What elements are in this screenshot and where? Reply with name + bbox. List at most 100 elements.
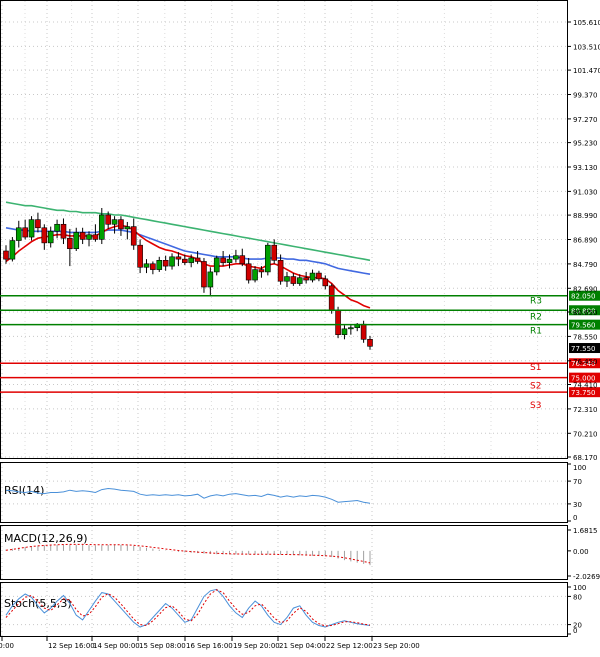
x-tick-label: 23 Sep 20:00 <box>373 642 420 650</box>
candle-down <box>137 244 143 268</box>
macd-panel-frame <box>0 525 568 580</box>
level-name-s2: S2 <box>530 382 541 392</box>
candle-down <box>3 250 9 260</box>
candle-up <box>156 259 163 270</box>
stoch-tick-label: 80 <box>573 593 582 601</box>
candle-up <box>213 257 220 273</box>
candle-up <box>86 234 92 240</box>
candle-up <box>73 232 80 249</box>
macd-tick-label: 0.00 <box>573 548 589 556</box>
current-price-label: 77.550 <box>571 345 596 353</box>
y-tick-label: 72.310 <box>573 406 598 414</box>
candle-up <box>47 230 54 244</box>
price-axis: 105.610 103.510 101.470 99.370 97.270 95.230 9… <box>568 19 600 462</box>
main-panel-frame <box>0 0 568 459</box>
level-price-tag <box>569 372 600 383</box>
rsi-tick-label: 100 <box>573 464 586 472</box>
candle-up <box>207 271 214 288</box>
candle-down <box>22 227 28 238</box>
level-price-label: 82.050 <box>571 293 596 301</box>
level-price-label: 80.800 <box>571 307 596 315</box>
candle-up <box>54 223 60 232</box>
rsi-line <box>5 487 371 504</box>
candle-down <box>220 257 226 263</box>
y-tick-label: 78.550 <box>573 333 598 341</box>
candle-down <box>258 269 265 273</box>
macd-panel: MACD(12,26,9) 1.6815 0.00 -2.0269 <box>4 527 600 581</box>
candle-down <box>303 277 309 281</box>
candle-down <box>277 259 284 282</box>
candle-down <box>335 309 341 335</box>
candle-up <box>9 240 16 260</box>
x-tick-label: 22 Sep 12:00 <box>326 642 373 650</box>
candle-down <box>328 285 335 311</box>
candle-up <box>265 244 271 273</box>
x-tick-label: 15 Sep 08:00 <box>139 642 186 650</box>
y-tick-label: 93.130 <box>573 164 598 172</box>
candle-down <box>150 263 156 270</box>
level-price-tag <box>569 305 600 316</box>
candle-down <box>118 219 124 230</box>
candle-down <box>92 234 99 240</box>
level-name-s1: S1 <box>530 363 541 373</box>
stoch-tick-label: 100 <box>573 584 586 592</box>
x-tick-label: 12 Sep 00:00 <box>0 642 14 650</box>
macd-signal-line <box>5 543 371 564</box>
stoch-main-line <box>5 588 371 628</box>
y-tick-label: 97.270 <box>573 116 598 124</box>
moving-averages <box>5 201 371 309</box>
y-tick-label: 103.510 <box>573 43 600 51</box>
y-tick-label: 88.990 <box>573 212 598 220</box>
candle-down <box>290 276 297 284</box>
y-tick-label: 86.890 <box>573 237 598 245</box>
x-tick-label: 16 Sep 16:00 <box>186 642 233 650</box>
y-tick-label: 99.370 <box>573 92 598 100</box>
candle-down <box>130 226 137 246</box>
y-tick-label: 95.230 <box>573 140 598 148</box>
candle-up <box>284 276 290 282</box>
candle-down <box>182 258 188 263</box>
level-name-r1: R1 <box>530 327 542 337</box>
candle-down <box>194 257 201 262</box>
stoch-tick-label: 0 <box>573 627 577 635</box>
current-price-tag <box>569 343 600 354</box>
y-tick-label: 76.450 <box>573 358 598 366</box>
stoch-tick-label: 20 <box>573 622 582 630</box>
candle-down <box>162 259 169 267</box>
candle-down <box>105 214 111 225</box>
y-tick-label: 105.610 <box>573 19 600 27</box>
candle-down <box>41 227 48 244</box>
candle-down <box>201 261 207 288</box>
candle-down <box>60 223 67 239</box>
candle-up <box>252 269 258 281</box>
candle-up <box>28 219 35 238</box>
stoch-signal-line <box>5 589 371 627</box>
y-tick-label: 74.410 <box>573 382 598 390</box>
y-tick-label: 84.790 <box>573 261 598 269</box>
candle-down <box>67 237 73 249</box>
x-tick-label: 19 Sep 20:00 <box>233 642 280 650</box>
candle-up <box>226 258 233 263</box>
candle-down <box>245 263 252 281</box>
pivot-levels: R3 82.050 R2 80.800 R1 79.560 S1 76.240 S2 75.000… <box>0 290 600 411</box>
candle-up <box>169 256 175 267</box>
y-tick-label: 91.030 <box>573 188 598 196</box>
y-tick-label: 68.170 <box>573 454 598 462</box>
candle-up <box>188 257 194 263</box>
candle-up <box>309 272 316 281</box>
candle-up <box>98 214 105 240</box>
candle-down <box>316 272 322 280</box>
candle-down <box>35 219 41 229</box>
y-tick-label: 82.690 <box>573 285 598 293</box>
x-tick-label: 14 Sep 00:00 <box>93 642 140 650</box>
candle-down <box>239 255 246 265</box>
rsi-panel: RSI(14) 100 70 30 0 <box>1 463 586 522</box>
candle-down <box>79 232 86 240</box>
rsi-tick-label: 30 <box>573 501 582 509</box>
candle-up <box>143 263 150 268</box>
level-price-label: 76.240 <box>571 360 596 368</box>
